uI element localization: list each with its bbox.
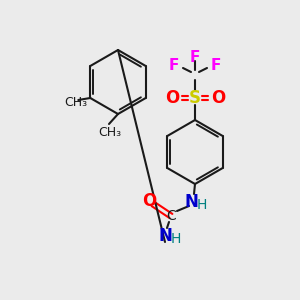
Text: H: H (197, 198, 207, 212)
Text: O: O (142, 192, 156, 210)
Text: N: N (184, 193, 198, 211)
Text: C: C (166, 209, 176, 223)
Text: F: F (211, 58, 221, 74)
Text: O: O (165, 89, 179, 107)
Text: F: F (169, 58, 179, 74)
Text: H: H (171, 232, 181, 246)
Text: CH₃: CH₃ (98, 125, 121, 139)
Text: O: O (211, 89, 225, 107)
Text: CH₃: CH₃ (64, 95, 87, 109)
Text: F: F (190, 50, 200, 64)
Text: N: N (158, 227, 172, 245)
Text: S: S (189, 89, 201, 107)
